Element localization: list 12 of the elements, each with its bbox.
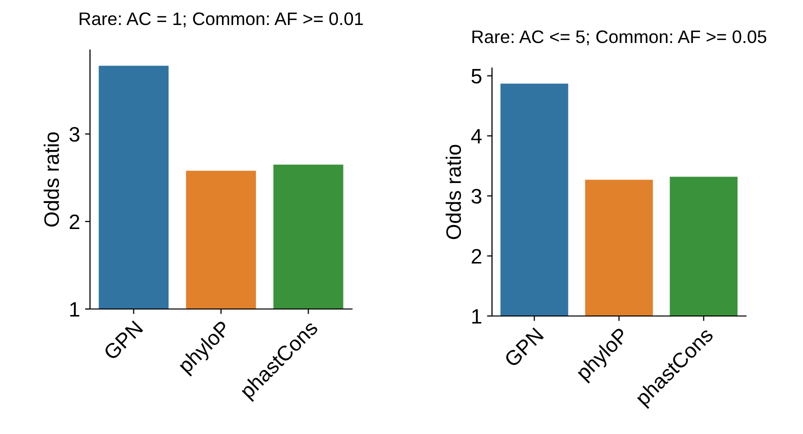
y-tick-label: 2 xyxy=(70,214,80,230)
y-tick-label: 1 xyxy=(70,302,80,317)
y-tick-label: 3 xyxy=(69,127,80,142)
y-tick-label: 4 xyxy=(471,129,482,144)
y-axis-title: Odds ratio xyxy=(44,132,60,227)
y-tick-label: 1 xyxy=(472,309,482,324)
chart-title: Rare: AC = 1; Common: AF >= 0.01 xyxy=(80,12,363,28)
y-tick-label: 2 xyxy=(472,248,482,264)
y-tick-label: 5 xyxy=(472,69,482,84)
y-tick-label: 3 xyxy=(471,188,482,204)
chart-title: Rare: AC <= 5; Common: AF >= 0.05 xyxy=(472,30,766,46)
y-axis-title: Odds ratio xyxy=(446,144,462,240)
